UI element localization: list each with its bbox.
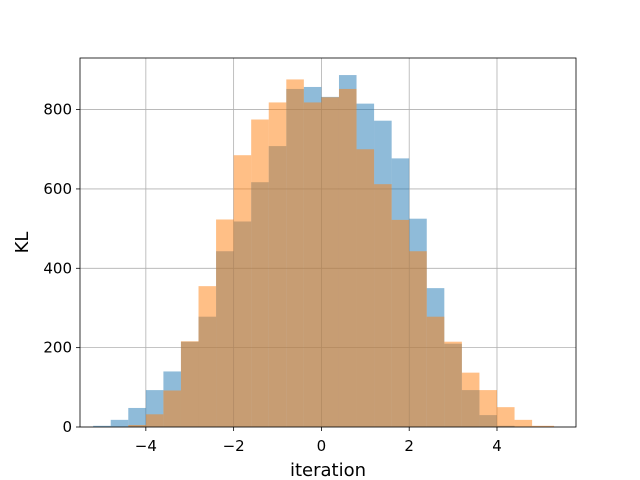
histogram-bar-series-2 [321, 97, 339, 428]
y-tick-label: 400 [43, 259, 72, 277]
axis-ticks: −4 −2 0 2 4 0 200 400 600 800 [43, 101, 501, 455]
histogram-bar-series-2 [338, 88, 357, 427]
histogram-bar-series-2 [409, 251, 427, 427]
histogram-bar-series-2 [286, 79, 304, 427]
histogram-bar-series-2 [268, 102, 287, 427]
histogram-bar-series-1 [128, 407, 146, 427]
histogram-bar-series-2 [356, 149, 375, 428]
histogram-bar-series-2 [496, 407, 515, 427]
histogram-bar-series-2 [198, 286, 217, 427]
histogram-bars [93, 75, 555, 428]
x-axis-label: iteration [290, 460, 366, 480]
y-tick-label: 800 [43, 101, 72, 119]
histogram-bar-series-2 [145, 414, 164, 427]
x-tick-label: 4 [492, 437, 502, 455]
y-tick-label: 600 [43, 180, 72, 198]
y-axis-label: KL [12, 232, 33, 254]
histogram-bar-series-2 [233, 155, 252, 428]
histogram-bar-series-2 [251, 119, 269, 427]
y-tick-label: 200 [43, 339, 72, 357]
histogram-bar-series-1 [110, 419, 129, 427]
histogram-bar-series-2 [461, 372, 480, 427]
x-tick-label: 2 [404, 437, 414, 455]
histogram-bar-series-2 [216, 219, 234, 427]
plot-frame [79, 57, 577, 428]
y-tick-label: 0 [62, 418, 72, 436]
histogram-bar-series-2 [479, 390, 497, 427]
histogram-bar-series-1 [93, 425, 111, 427]
histogram-bar-series-2 [128, 425, 146, 427]
histogram-bar-series-2 [444, 341, 462, 427]
histogram-bar-series-2 [163, 390, 181, 427]
histogram-bar-series-2 [426, 316, 445, 427]
histogram-bar-series-2 [374, 184, 392, 427]
histogram-bar-series-2 [514, 419, 533, 427]
x-tick-label: −2 [223, 437, 245, 455]
x-tick-label: −4 [135, 437, 157, 455]
x-tick-label: 0 [317, 437, 327, 455]
histogram-bar-series-2 [180, 341, 199, 427]
histogram-bar-series-2 [391, 219, 410, 427]
histogram-bar-series-2 [303, 102, 322, 427]
histogram-bar-series-2 [532, 425, 555, 427]
